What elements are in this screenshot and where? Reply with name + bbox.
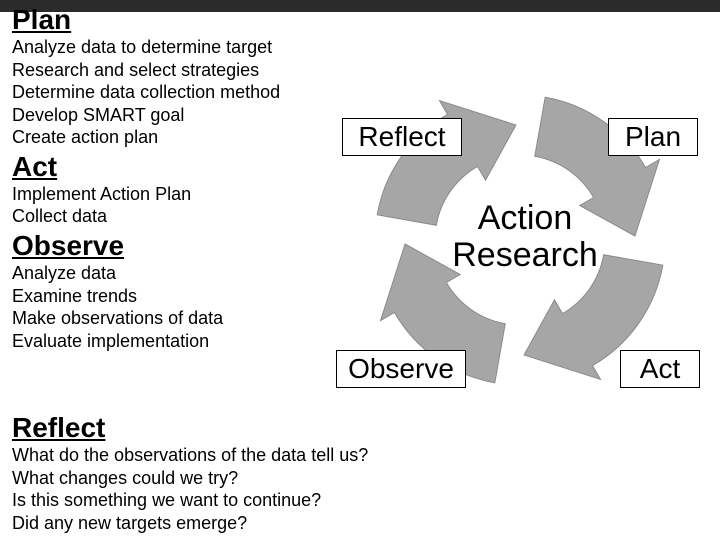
reflect-body: What do the observations of the data tel…	[12, 444, 692, 534]
cycle-label-plan: Plan	[608, 118, 698, 156]
cycle-label-observe: Observe	[336, 350, 466, 388]
cycle-center-label: ActionResearch	[430, 200, 620, 275]
observe-heading: Observe	[12, 230, 342, 262]
reflect-section: Reflect What do the observations of the …	[12, 410, 692, 534]
plan-body: Analyze data to determine targetResearch…	[12, 36, 342, 149]
act-heading: Act	[12, 151, 342, 183]
plan-section: Plan Analyze data to determine targetRes…	[12, 4, 342, 149]
cycle-label-reflect: Reflect	[342, 118, 462, 156]
act-body: Implement Action PlanCollect data	[12, 183, 342, 228]
cycle-diagram: ActionResearch Reflect Plan Act Observe	[330, 60, 710, 420]
act-section: Act Implement Action PlanCollect data	[12, 151, 342, 228]
plan-heading: Plan	[12, 4, 342, 36]
observe-section: Observe Analyze dataExamine trendsMake o…	[12, 230, 342, 352]
left-column: Plan Analyze data to determine targetRes…	[12, 2, 342, 352]
observe-body: Analyze dataExamine trendsMake observati…	[12, 262, 342, 352]
cycle-label-act: Act	[620, 350, 700, 388]
